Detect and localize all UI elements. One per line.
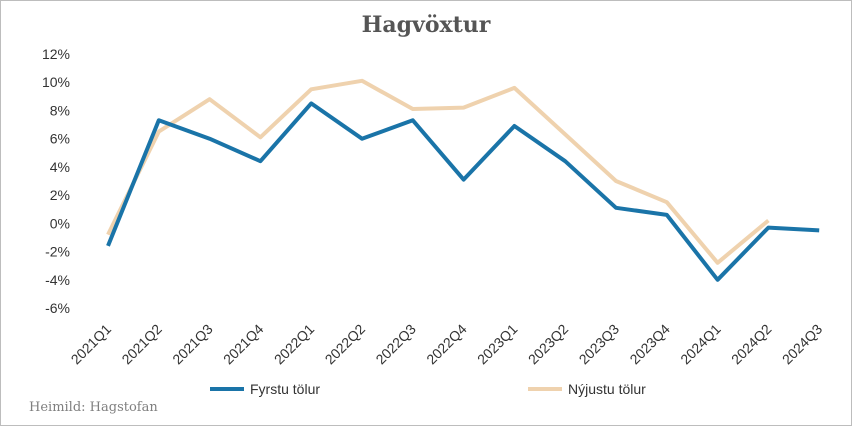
x-tick-label: 2024Q2 [728, 321, 775, 368]
x-tick-label: 2021Q1 [68, 321, 115, 368]
x-tick-label: 2024Q1 [677, 321, 724, 368]
legend-item-latest-estimates: Nýjustu tölur [528, 381, 646, 397]
y-tick-label: 0% [50, 215, 70, 231]
legend-swatch-first-estimates [210, 387, 244, 391]
x-tick-label: 2022Q3 [372, 321, 419, 368]
y-tick-label: 12% [42, 46, 70, 62]
x-tick-label: 2023Q3 [576, 321, 623, 368]
y-tick-label: 8% [50, 102, 70, 118]
x-tick-label: 2021Q4 [220, 321, 267, 368]
y-tick-label: -6% [45, 300, 70, 316]
legend-item-first-estimates: Fyrstu tölur [210, 381, 320, 397]
x-tick-label: 2021Q2 [118, 321, 165, 368]
series-line-first-estimates [106, 101, 820, 282]
x-tick-label: 2023Q1 [474, 321, 521, 368]
x-tick-label: 2023Q4 [626, 321, 673, 368]
x-tick-label: 2022Q1 [271, 321, 318, 368]
x-tick-label: 2023Q2 [525, 321, 572, 368]
x-tick-label: 2024Q3 [779, 321, 826, 368]
y-tick-label: 2% [50, 187, 70, 203]
y-tick-label: 4% [50, 159, 70, 175]
chart-title: Hagvöxtur [361, 12, 491, 38]
x-tick-label: 2021Q3 [169, 321, 216, 368]
legend-swatch-latest-estimates [528, 387, 562, 391]
x-tick-label: 2022Q4 [423, 321, 470, 368]
series-line-latest-estimates [106, 78, 770, 265]
x-tick-label: 2022Q2 [322, 321, 369, 368]
y-tick-label: -2% [45, 244, 70, 260]
legend-label-latest-estimates: Nýjustu tölur [568, 381, 646, 397]
y-tick-label: -4% [45, 272, 70, 288]
legend-label-first-estimates: Fyrstu tölur [250, 381, 321, 397]
y-tick-label: 10% [42, 74, 70, 90]
source-note: Heimild: Hagstofan [29, 400, 158, 415]
y-tick-label: 6% [50, 131, 70, 147]
